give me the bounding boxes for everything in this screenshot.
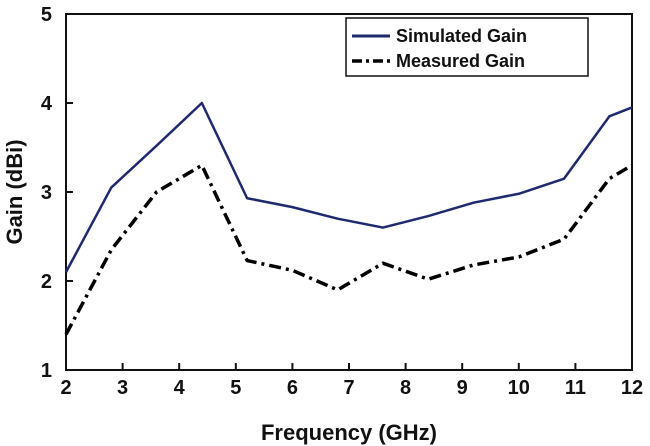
series-layer <box>64 101 633 336</box>
x-tick-label: 9 <box>457 377 468 399</box>
y-tick-label: 2 <box>41 271 52 293</box>
x-tick-label: 7 <box>343 377 354 399</box>
measured-gain-line <box>64 163 633 336</box>
x-tick-label: 8 <box>400 377 411 399</box>
y-axis: 1 2 3 4 5 <box>41 4 73 382</box>
x-tick-label: 5 <box>230 377 241 399</box>
y-tick-label: 3 <box>41 182 52 204</box>
y-axis-title: Gain (dBi) <box>2 139 27 244</box>
x-axis: 2 3 4 5 6 7 8 9 10 11 12 <box>60 363 643 399</box>
legend-box <box>345 17 589 77</box>
x-axis-title: Frequency (GHz) <box>261 420 437 445</box>
x-tick-label: 6 <box>287 377 298 399</box>
legend-label-measured: Measured Gain <box>396 51 525 71</box>
x-tick-label: 11 <box>565 377 586 399</box>
y-tick-label: 5 <box>41 4 52 26</box>
x-tick-label: 3 <box>117 377 128 399</box>
legend-label-simulated: Simulated Gain <box>396 26 527 46</box>
x-tick-label: 4 <box>174 377 186 399</box>
simulated-gain-line <box>64 101 633 273</box>
y-tick-label: 4 <box>41 93 53 115</box>
legend: Simulated Gain Measured Gain <box>345 17 589 77</box>
x-tick-label: 12 <box>621 377 643 399</box>
x-tick-label: 10 <box>508 377 530 399</box>
y-tick-label: 1 <box>41 360 52 382</box>
x-tick-label: 2 <box>60 377 71 399</box>
